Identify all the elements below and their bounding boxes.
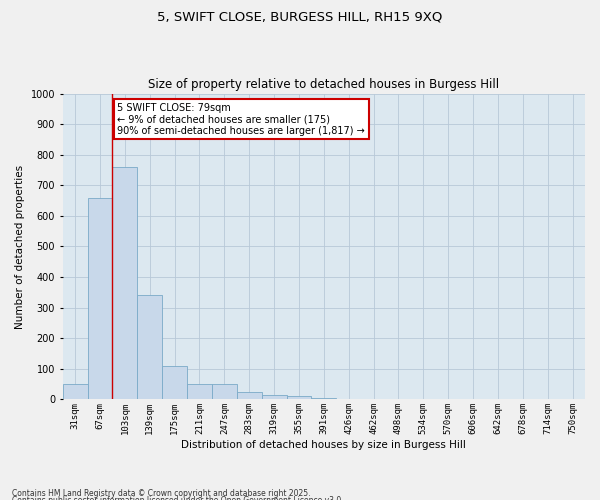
X-axis label: Distribution of detached houses by size in Burgess Hill: Distribution of detached houses by size …: [181, 440, 466, 450]
Title: Size of property relative to detached houses in Burgess Hill: Size of property relative to detached ho…: [148, 78, 499, 91]
Y-axis label: Number of detached properties: Number of detached properties: [15, 164, 25, 328]
Bar: [311, 398, 336, 400]
Bar: [112, 167, 137, 400]
Text: Contains HM Land Registry data © Crown copyright and database right 2025.: Contains HM Land Registry data © Crown c…: [12, 488, 311, 498]
Bar: [187, 384, 212, 400]
Bar: [62, 384, 88, 400]
Bar: [88, 198, 112, 400]
Bar: [137, 296, 162, 400]
Bar: [212, 384, 237, 400]
Bar: [287, 396, 311, 400]
Bar: [262, 395, 287, 400]
Text: 5, SWIFT CLOSE, BURGESS HILL, RH15 9XQ: 5, SWIFT CLOSE, BURGESS HILL, RH15 9XQ: [157, 10, 443, 23]
Bar: [336, 399, 361, 400]
Text: 5 SWIFT CLOSE: 79sqm
← 9% of detached houses are smaller (175)
90% of semi-detac: 5 SWIFT CLOSE: 79sqm ← 9% of detached ho…: [118, 102, 365, 136]
Bar: [237, 392, 262, 400]
Bar: [162, 366, 187, 400]
Text: Contains public sector information licensed under the Open Government Licence v3: Contains public sector information licen…: [12, 496, 344, 500]
